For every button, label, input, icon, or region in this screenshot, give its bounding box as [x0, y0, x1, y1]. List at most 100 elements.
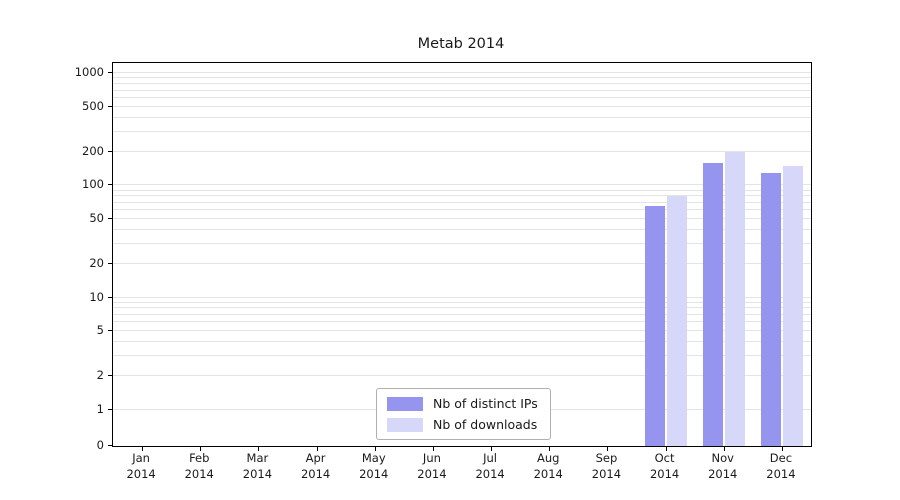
x-tick-label: Oct 2014	[650, 451, 679, 482]
gridline	[113, 341, 811, 343]
x-tick-mark	[665, 447, 667, 451]
x-tick-label: Aug 2014	[534, 451, 563, 482]
x-tick-year: 2014	[591, 466, 622, 481]
y-tick-mark	[108, 445, 112, 446]
x-tick-mark	[142, 447, 144, 451]
x-tick-mark	[549, 447, 551, 451]
x-tick-mark	[432, 447, 434, 451]
bar-downloads-nov	[724, 151, 745, 446]
x-tick-label: May 2014	[359, 451, 388, 482]
x-tick-year: 2014	[475, 466, 505, 481]
gridline	[113, 243, 811, 245]
chart-title: Metab 2014	[417, 36, 505, 52]
gridline	[113, 72, 811, 74]
x-tick-year: 2014	[649, 466, 680, 481]
x-axis-labels: Jan 2014 Feb 2014 Mar 2014 Apr 2014 May 2014 Jun 20…	[112, 451, 810, 491]
gridline	[113, 209, 811, 211]
x-tick-mark	[200, 447, 202, 451]
bar-distinct-ips-dec	[760, 172, 781, 446]
gridline	[113, 89, 811, 91]
x-tick-mark	[723, 447, 725, 451]
y-tick-mark	[108, 262, 112, 264]
gridline	[113, 355, 811, 357]
y-tick-mark	[108, 106, 112, 108]
y-tick-label: 1	[96, 401, 104, 416]
x-tick-year: 2014	[359, 466, 389, 481]
x-tick-label: Sep 2014	[592, 451, 621, 482]
gridline	[113, 201, 811, 203]
x-tick-mark	[491, 447, 493, 451]
x-tick-label: Mar 2014	[243, 451, 272, 482]
x-tick-mark	[374, 447, 376, 451]
legend-swatch-distinct-ips	[387, 396, 423, 411]
gridline	[113, 150, 811, 152]
bar-distinct-ips-nov	[702, 162, 723, 446]
x-tick-month: Sep	[595, 451, 618, 465]
y-tick-mark	[108, 330, 112, 332]
bar-distinct-ips-oct	[644, 206, 665, 446]
x-tick-year: 2014	[533, 466, 563, 481]
bar-downloads-dec	[782, 165, 803, 446]
x-tick-label: Jan 2014	[126, 451, 155, 482]
y-tick-label: 200	[82, 143, 104, 158]
x-tick-mark	[607, 447, 609, 451]
gridline	[113, 130, 811, 132]
gridline	[113, 97, 811, 99]
y-tick-label: 20	[89, 255, 104, 270]
x-tick-month: Jun	[422, 451, 441, 465]
gridline	[113, 195, 811, 197]
bar-downloads-oct	[666, 196, 687, 446]
legend-row: Nb of downloads	[387, 417, 538, 432]
x-tick-month: Apr	[305, 451, 326, 465]
x-tick-label: Dec 2014	[766, 451, 795, 482]
x-tick-year: 2014	[126, 466, 156, 481]
y-tick-mark	[108, 184, 112, 186]
x-tick-mark	[781, 447, 783, 451]
gridline	[113, 189, 811, 191]
gridline	[113, 262, 811, 264]
y-tick-label: 500	[82, 99, 104, 114]
y-tick-mark	[108, 374, 112, 376]
y-tick-label: 2	[96, 367, 104, 382]
x-tick-year: 2014	[766, 466, 796, 481]
y-tick-mark	[108, 296, 112, 298]
x-tick-year: 2014	[300, 466, 331, 481]
x-tick-month: Jan	[132, 451, 150, 465]
y-tick-mark	[108, 72, 112, 74]
x-tick-month: Oct	[654, 451, 675, 465]
x-tick-year: 2014	[417, 466, 447, 481]
gridline	[113, 77, 811, 79]
legend-label: Nb of distinct IPs	[433, 396, 538, 411]
x-tick-month: Feb	[189, 451, 210, 465]
y-tick-label: 5	[96, 323, 104, 338]
x-tick-year: 2014	[708, 466, 738, 481]
gridline	[113, 218, 811, 220]
gridline	[113, 313, 811, 315]
gridline	[113, 301, 811, 303]
x-tick-label: Nov 2014	[708, 451, 737, 482]
x-tick-label: Jun 2014	[417, 451, 446, 482]
y-axis-labels: 0 1 2 5 10 20 50 100 200 500 1000	[0, 62, 104, 452]
gridline	[113, 106, 811, 108]
x-tick-month: Nov	[711, 451, 734, 465]
x-tick-mark	[258, 447, 260, 451]
gridline	[113, 229, 811, 231]
x-tick-label: Feb 2014	[185, 451, 214, 482]
legend: Nb of distinct IPs Nb of downloads	[376, 388, 551, 440]
y-tick-mark	[108, 150, 112, 152]
gridline	[113, 374, 811, 376]
plot-area: Nb of distinct IPs Nb of downloads	[108, 62, 812, 451]
legend-label: Nb of downloads	[433, 417, 538, 432]
legend-row: Nb of distinct IPs	[387, 396, 538, 411]
x-tick-month: Jul	[483, 451, 498, 465]
x-tick-month: May	[361, 451, 386, 465]
x-tick-year: 2014	[242, 466, 273, 481]
y-tick-label: 50	[89, 211, 104, 226]
legend-swatch-downloads	[387, 417, 423, 432]
gridline	[113, 83, 811, 85]
x-tick-label: Jul 2014	[475, 451, 504, 482]
gridline	[113, 330, 811, 332]
y-tick-mark	[108, 218, 112, 220]
x-tick-month: Aug	[537, 451, 560, 465]
